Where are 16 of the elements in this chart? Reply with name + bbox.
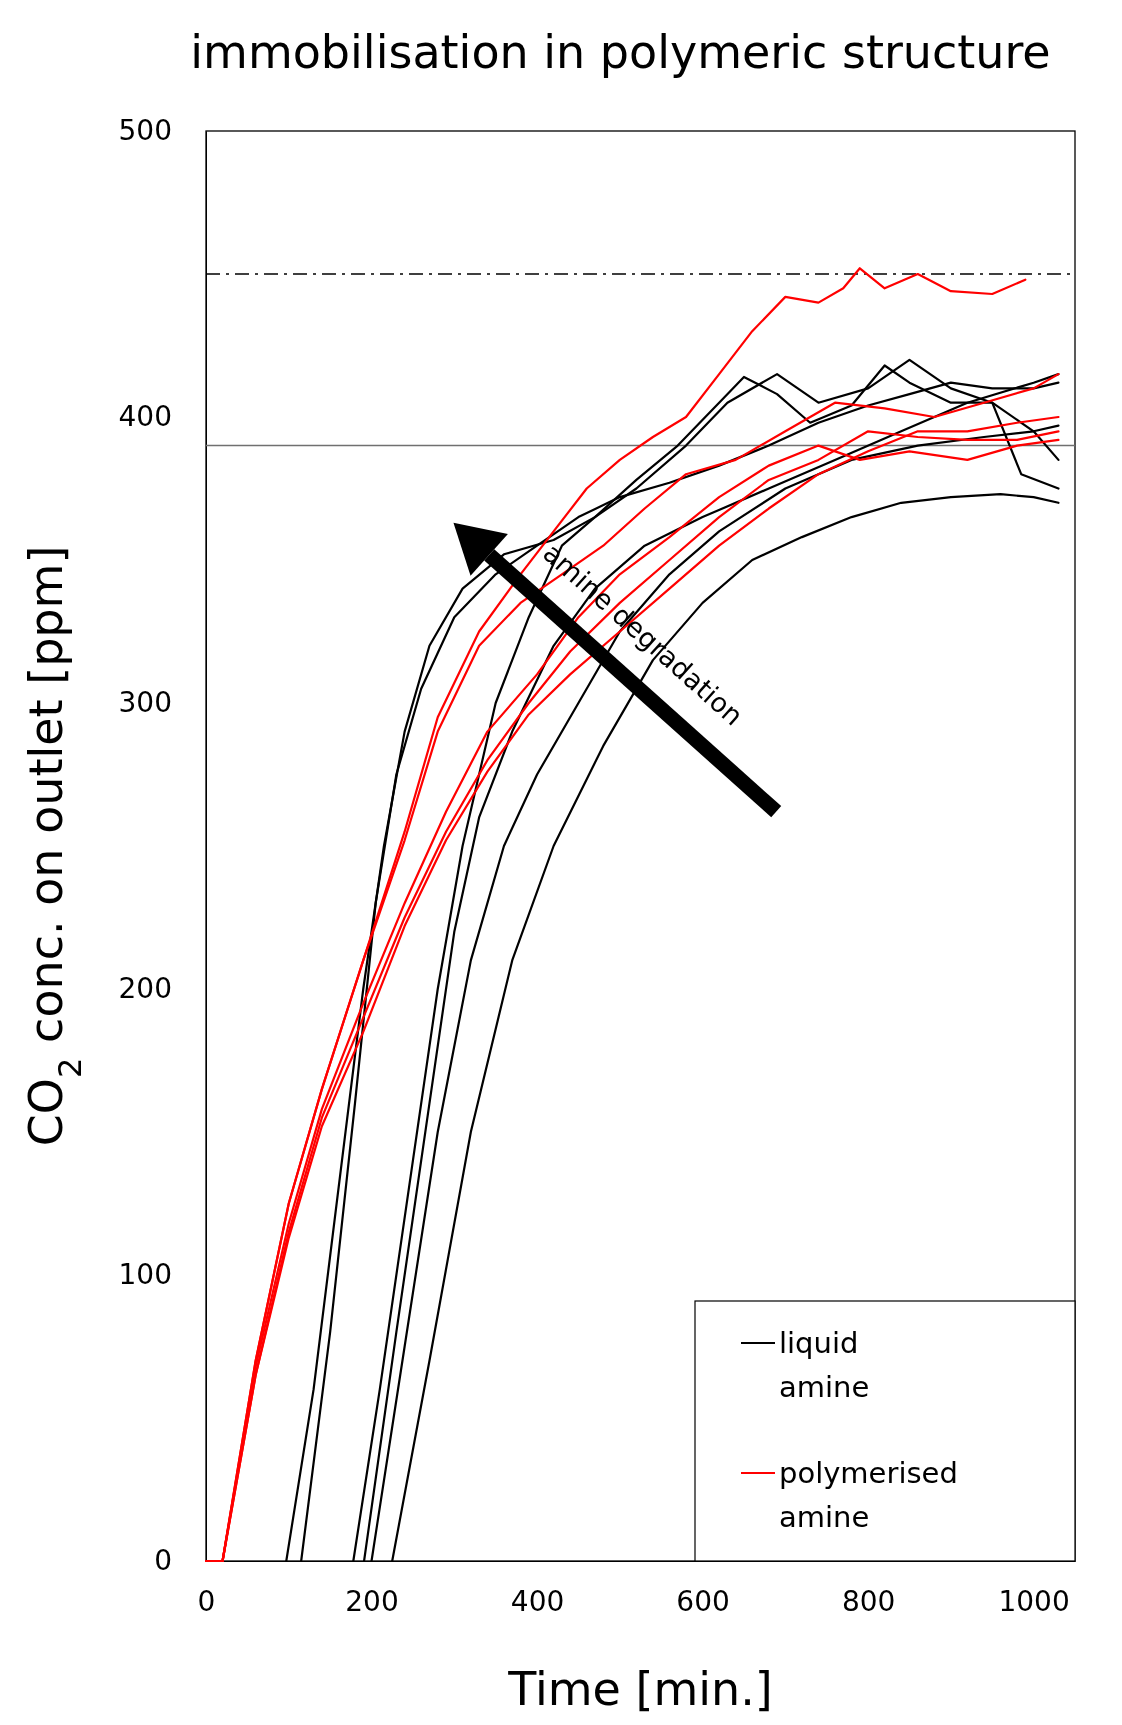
x-tick-label: 0 <box>197 1584 216 1618</box>
legend-label: liquid amine <box>779 1326 870 1404</box>
y-tick-label: 400 <box>118 400 172 434</box>
x-tick-label: 800 <box>841 1584 896 1618</box>
x-tick-label: 600 <box>676 1584 730 1618</box>
x-axis-title: Time [min.] <box>507 1662 773 1716</box>
y-tick-label: 100 <box>118 1258 172 1292</box>
x-tick-label: 200 <box>345 1584 399 1618</box>
y-tick-label: 0 <box>154 1544 172 1578</box>
y-tick-label: 200 <box>118 972 172 1006</box>
legend-label: polymerised amine <box>779 1456 958 1534</box>
x-tick-label: 400 <box>510 1584 565 1618</box>
y-tick-label: 300 <box>118 686 172 720</box>
y-tick-label: 500 <box>118 114 172 148</box>
chart-title: immobilisation in polymeric structure <box>190 25 1051 79</box>
x-tick-label: 1000 <box>998 1584 1070 1618</box>
